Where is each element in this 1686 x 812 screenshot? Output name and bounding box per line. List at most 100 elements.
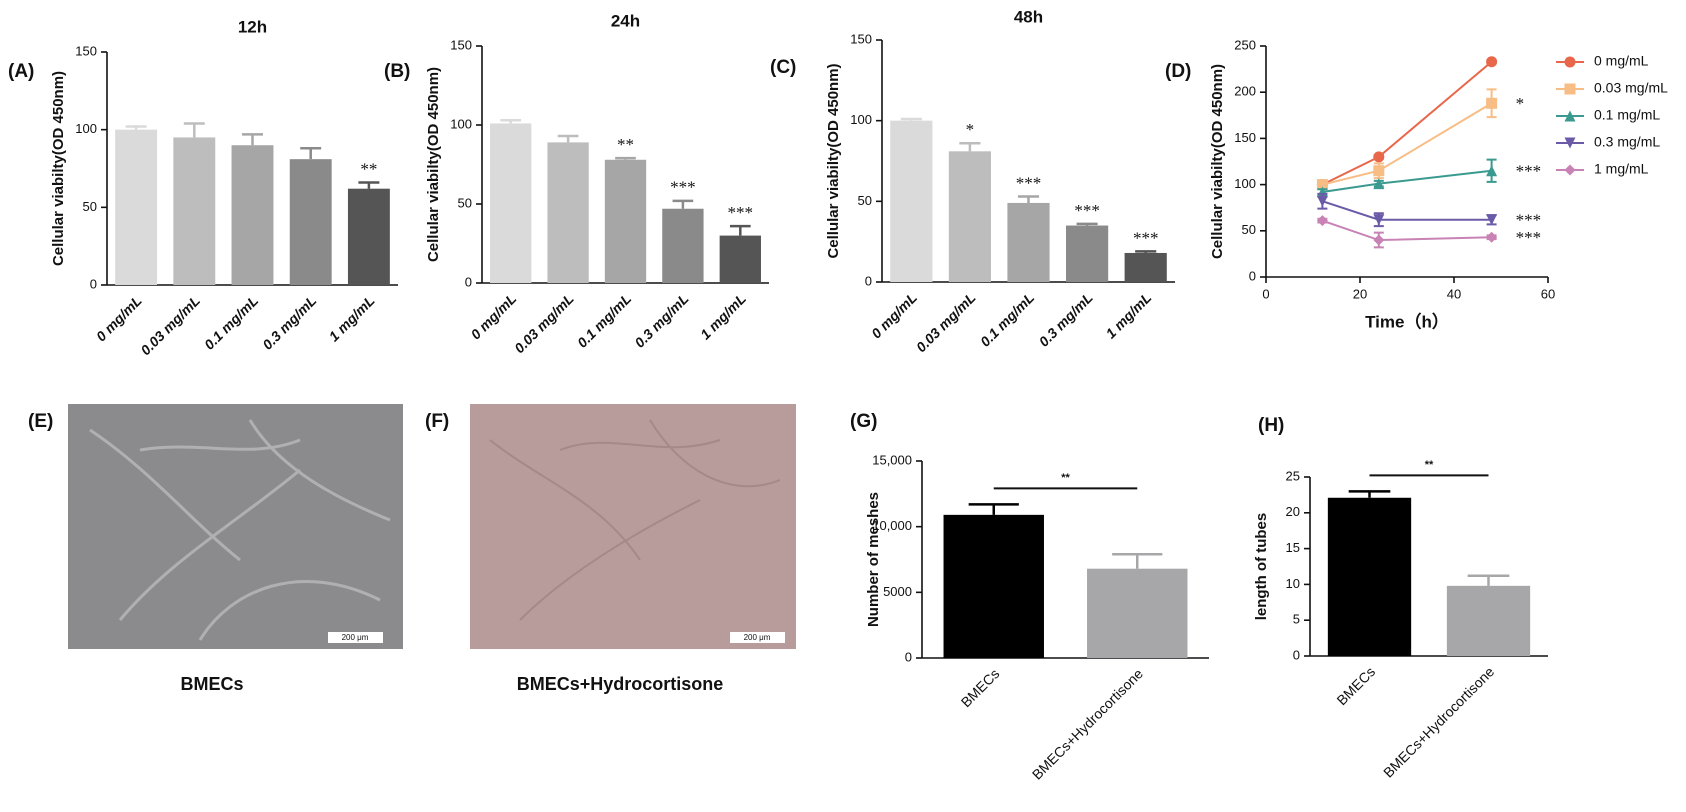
significance-label: *** bbox=[1516, 228, 1542, 247]
bar bbox=[115, 129, 158, 285]
x-tick-label: 1 mg/mL bbox=[1102, 289, 1154, 341]
bar bbox=[289, 159, 332, 285]
bar bbox=[173, 137, 216, 285]
y-tick-label: 5 bbox=[1293, 612, 1300, 627]
error-bar bbox=[959, 142, 981, 152]
y-axis-label: Cellular viabilty(OD 450nm) bbox=[825, 63, 842, 258]
marker bbox=[1373, 178, 1385, 190]
x-tick-label: BMECs bbox=[1333, 663, 1378, 708]
micrograph-f: 200 μm (F) BMECs+Hydrocortisone bbox=[425, 404, 796, 694]
bar bbox=[1327, 497, 1412, 656]
marker bbox=[1564, 110, 1576, 122]
bar bbox=[948, 151, 991, 282]
y-tick-label: 150 bbox=[450, 37, 472, 52]
x-tick-label: 0 mg/mL bbox=[467, 290, 519, 342]
x-tick-label: 40 bbox=[1447, 286, 1461, 301]
significance-label: ** bbox=[1425, 459, 1434, 471]
panel-label: (G) bbox=[850, 411, 877, 432]
significance-label: *** bbox=[728, 203, 754, 222]
bar bbox=[662, 208, 704, 283]
y-tick-label: 50 bbox=[1242, 222, 1256, 237]
y-tick-label: 0 bbox=[905, 649, 912, 664]
bar bbox=[231, 145, 274, 285]
panel-label: (C) bbox=[770, 57, 796, 78]
y-tick-label: 25 bbox=[1286, 468, 1300, 483]
significance-label: ** bbox=[617, 135, 634, 154]
y-tick-label: 0 bbox=[1293, 647, 1300, 662]
y-tick-label: 100 bbox=[850, 112, 872, 127]
x-tick-label: 0.3 mg/mL bbox=[259, 292, 319, 352]
error-bar bbox=[1135, 250, 1157, 253]
line bbox=[1322, 200, 1492, 221]
chart-title: 48h bbox=[1014, 7, 1043, 26]
marker bbox=[1373, 151, 1385, 163]
marker bbox=[1316, 215, 1328, 227]
error-bar bbox=[1467, 574, 1510, 586]
y-tick-label: 0 bbox=[865, 273, 872, 288]
y-tick-label: 100 bbox=[1234, 176, 1256, 191]
error-bar bbox=[1076, 222, 1098, 226]
y-tick-label: 50 bbox=[858, 193, 872, 208]
y-axis-label: Cellular viabilty(OD 450nm) bbox=[425, 67, 442, 262]
bar bbox=[547, 142, 589, 283]
line bbox=[1322, 219, 1492, 242]
y-tick-label: 50 bbox=[458, 195, 472, 210]
y-tick-label: 50 bbox=[83, 199, 97, 214]
line bbox=[1321, 60, 1493, 186]
bar bbox=[1124, 252, 1167, 282]
y-tick-label: 150 bbox=[75, 43, 97, 58]
y-axis-label: length of tubes bbox=[1253, 513, 1270, 621]
error-bar bbox=[125, 125, 147, 130]
significance-label: *** bbox=[1016, 173, 1042, 192]
y-tick-label: 15,000 bbox=[872, 452, 912, 467]
legend-label: 0.3 mg/mL bbox=[1594, 134, 1660, 150]
bar bbox=[890, 120, 933, 283]
bar bbox=[1087, 568, 1188, 658]
x-tick-label: 0.1 mg/mL bbox=[201, 292, 261, 352]
legend-label: 0.1 mg/mL bbox=[1594, 107, 1660, 123]
y-tick-label: 0 bbox=[465, 274, 472, 289]
caption: BMECs bbox=[180, 674, 243, 694]
x-axis-label: Time（h） bbox=[1365, 311, 1449, 331]
error-bar bbox=[1112, 552, 1163, 569]
micrograph-e: 200 μm (E) BMECs bbox=[28, 404, 403, 694]
y-tick-label: 0 bbox=[1249, 268, 1256, 283]
legend-label: 0.03 mg/mL bbox=[1594, 80, 1668, 96]
significance-label: * bbox=[1516, 94, 1525, 113]
y-tick-label: 0 bbox=[90, 276, 97, 291]
caption: BMECs+Hydrocortisone bbox=[517, 674, 724, 694]
x-tick-label: 0 mg/mL bbox=[93, 292, 145, 344]
panel-label: (H) bbox=[1258, 415, 1284, 436]
x-tick-label: 0.03 mg/mL bbox=[137, 292, 203, 358]
error-bar bbox=[358, 181, 380, 189]
y-tick-label: 5000 bbox=[883, 584, 912, 599]
significance-label: ** bbox=[1061, 472, 1070, 484]
bar bbox=[1446, 585, 1531, 656]
y-tick-label: 10,000 bbox=[872, 518, 912, 533]
bar bbox=[604, 159, 647, 283]
error-bar bbox=[242, 133, 263, 146]
error-bar bbox=[672, 199, 694, 209]
marker bbox=[1564, 164, 1576, 176]
marker bbox=[1486, 231, 1498, 243]
y-tick-label: 250 bbox=[1234, 37, 1256, 52]
error-bar bbox=[1017, 195, 1040, 203]
x-tick-label: 0 mg/mL bbox=[868, 289, 920, 341]
error-bar bbox=[500, 119, 522, 124]
significance-label: *** bbox=[1516, 162, 1542, 181]
error-bar bbox=[615, 156, 636, 160]
y-tick-label: 150 bbox=[850, 31, 872, 46]
marker bbox=[1564, 83, 1576, 95]
x-tick-label: 60 bbox=[1541, 286, 1555, 301]
significance-label: *** bbox=[1074, 201, 1100, 220]
marker bbox=[1486, 214, 1498, 226]
panel-label: (F) bbox=[425, 411, 449, 432]
significance-label: * bbox=[966, 120, 975, 139]
x-tick-label: BMECs+Hydrocortisone bbox=[1029, 665, 1146, 782]
bar bbox=[719, 235, 761, 283]
y-tick-label: 100 bbox=[450, 116, 472, 131]
significance-label: ** bbox=[360, 159, 377, 178]
scale-bar-label: 200 μm bbox=[744, 633, 771, 642]
line bbox=[1322, 169, 1492, 193]
bar bbox=[943, 514, 1044, 658]
